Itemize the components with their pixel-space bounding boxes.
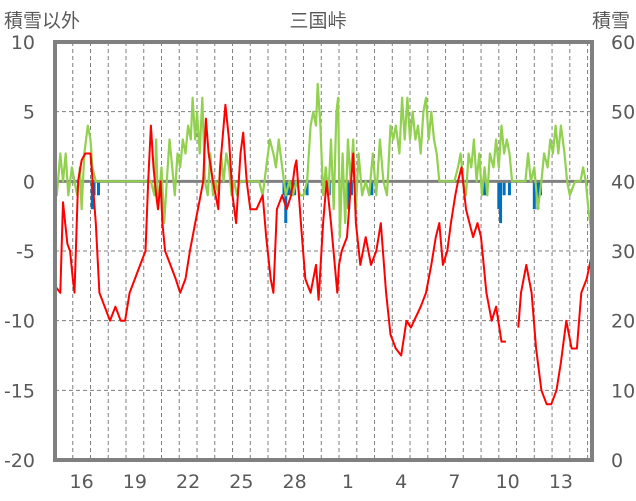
plot-frame — [53, 40, 594, 462]
left-axis-label: 積雪以外 — [4, 10, 81, 32]
blue-bar — [90, 181, 94, 210]
x-tick-label: 13 — [549, 471, 573, 493]
blue-bar — [532, 181, 536, 210]
gridlines — [55, 42, 592, 460]
blue-bar — [483, 181, 487, 196]
x-tick-label: 22 — [176, 471, 200, 493]
blue-bar — [284, 181, 288, 224]
blue-bar — [305, 181, 309, 196]
left-y-tick-label: -10 — [4, 311, 35, 333]
left-y-tick-label: -20 — [4, 450, 35, 472]
right-y-tick-label: 0 — [611, 450, 623, 472]
blue-bar — [502, 181, 506, 196]
x-tick-label: 10 — [496, 471, 520, 493]
red-series-line — [517, 257, 593, 406]
left-y-tick-label: 0 — [23, 171, 35, 193]
right-y-tick-label: 30 — [611, 241, 635, 263]
plot-border — [53, 40, 594, 462]
blue-bar — [499, 181, 503, 224]
left-y-tick-label: 10 — [11, 32, 35, 54]
series-lines — [53, 82, 594, 406]
right-y-tick-label: 60 — [611, 32, 635, 54]
right-axis-label: 積雪 — [591, 10, 630, 32]
right-y-tick-label: 10 — [611, 380, 635, 402]
x-tick-label: 4 — [395, 471, 407, 493]
right-y-tick-label: 40 — [611, 171, 635, 193]
x-tick-label: 25 — [229, 471, 253, 493]
blue-bar — [507, 181, 511, 196]
right-y-tick-label: 20 — [611, 311, 635, 333]
blue-bar — [536, 181, 540, 210]
blue-bar — [347, 181, 351, 210]
left-y-tick-label: -15 — [4, 380, 35, 402]
x-tick-label: 16 — [70, 471, 94, 493]
x-tick-label: 7 — [448, 471, 460, 493]
x-tick-label: 1 — [342, 471, 354, 493]
left-y-tick-label: -5 — [16, 241, 35, 263]
chart-title: 三国峠 — [289, 10, 347, 32]
blue-bar — [497, 181, 501, 210]
right-y-tick-label: 50 — [611, 102, 635, 124]
x-tick-label: 19 — [123, 471, 147, 493]
x-tick-label: 28 — [283, 471, 307, 493]
green-series-line — [53, 82, 594, 239]
left-y-tick-label: 5 — [23, 102, 35, 124]
blue-bar — [370, 181, 374, 196]
blue-bar — [96, 181, 100, 196]
red-series-line — [54, 103, 506, 357]
